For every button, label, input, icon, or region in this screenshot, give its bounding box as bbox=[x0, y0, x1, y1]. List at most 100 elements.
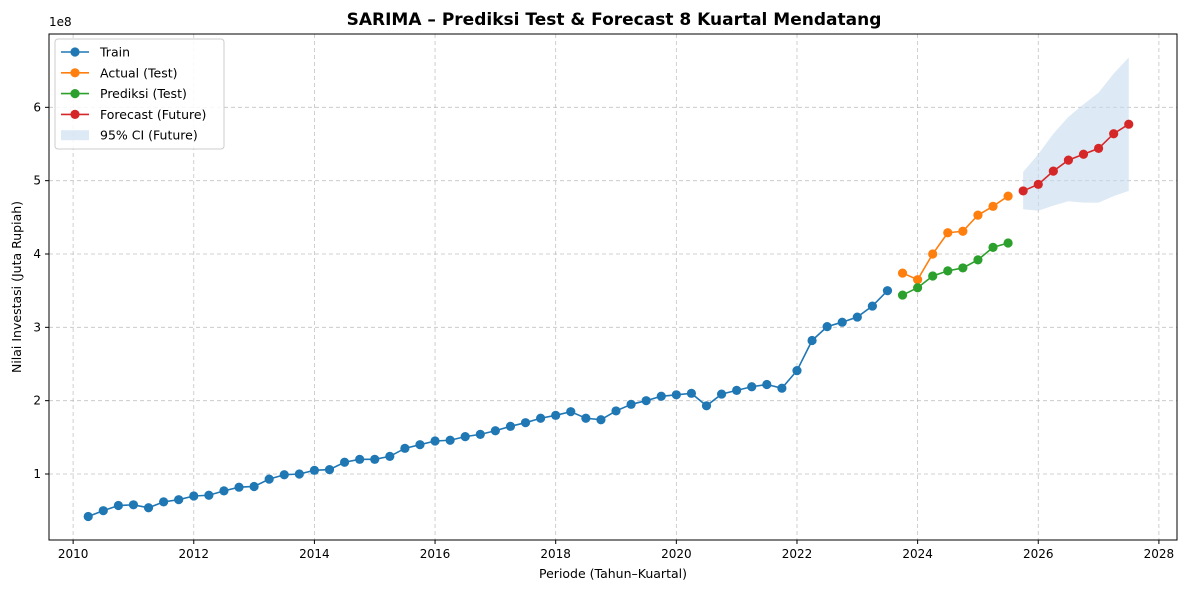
legend-entry: Prediksi (Test) bbox=[100, 86, 187, 101]
data-point-train bbox=[83, 511, 93, 522]
legend-marker bbox=[70, 68, 80, 78]
data-point-train bbox=[294, 469, 304, 479]
data-point-forecast-future bbox=[1078, 149, 1089, 159]
data-point-train bbox=[837, 317, 847, 327]
data-point-train bbox=[415, 440, 425, 450]
data-point-train bbox=[324, 465, 335, 475]
data-point-train bbox=[566, 407, 576, 417]
y-axis-label: Nilai Investasi (Juta Rupiah) bbox=[9, 201, 24, 373]
data-point-train bbox=[732, 385, 742, 395]
data-point-train bbox=[159, 497, 169, 507]
data-point-train bbox=[641, 396, 651, 406]
x-tick-label: 2016 bbox=[420, 547, 451, 561]
data-point-train bbox=[867, 301, 877, 311]
data-point-train bbox=[505, 421, 516, 431]
data-point-train bbox=[204, 490, 214, 500]
data-point-train bbox=[143, 503, 154, 513]
data-point-train bbox=[551, 410, 561, 420]
data-point-actual-test bbox=[943, 228, 953, 238]
data-point-prediksi-test bbox=[988, 242, 998, 252]
data-point-forecast-future bbox=[1063, 155, 1074, 165]
x-tick-label: 2020 bbox=[661, 547, 692, 561]
legend-patch bbox=[61, 130, 89, 141]
data-point-train bbox=[128, 500, 139, 510]
legend-marker bbox=[70, 47, 80, 57]
y-tick-label: 6 bbox=[33, 100, 41, 114]
data-point-train bbox=[852, 312, 862, 322]
data-point-forecast-future bbox=[1109, 129, 1119, 139]
data-point-train bbox=[596, 415, 606, 425]
data-point-train bbox=[475, 429, 485, 439]
data-point-train bbox=[807, 335, 817, 346]
x-tick-label: 2012 bbox=[178, 547, 209, 561]
data-point-train bbox=[671, 390, 681, 400]
y-tick-label: 4 bbox=[33, 247, 41, 261]
x-tick-label: 2010 bbox=[58, 547, 89, 561]
data-point-train bbox=[822, 322, 832, 332]
data-point-train bbox=[309, 465, 320, 475]
data-point-forecast-future bbox=[1048, 166, 1058, 176]
data-point-train bbox=[113, 500, 123, 511]
data-point-train bbox=[762, 379, 772, 390]
data-point-forecast-future bbox=[1124, 119, 1134, 129]
y-tick-label: 5 bbox=[33, 174, 41, 188]
data-point-train bbox=[445, 435, 455, 445]
data-point-train bbox=[249, 481, 259, 492]
data-point-prediksi-test bbox=[958, 263, 968, 273]
data-point-train bbox=[686, 388, 697, 398]
y-tick-label: 2 bbox=[33, 394, 41, 408]
data-point-train bbox=[385, 451, 395, 461]
data-point-train bbox=[581, 413, 591, 423]
data-point-train bbox=[189, 491, 199, 501]
legend: Train Actual (Test) Prediksi (Test) Forecas… bbox=[54, 38, 225, 150]
data-point-prediksi-test bbox=[1003, 238, 1013, 248]
data-point-train bbox=[656, 391, 666, 401]
legend-entry: Actual (Test) bbox=[100, 65, 178, 80]
x-axis-label: Periode (Tahun–Kuartal) bbox=[539, 566, 687, 581]
y-tick-label: 1 bbox=[33, 467, 41, 481]
data-point-forecast-future bbox=[1093, 143, 1104, 153]
data-point-train bbox=[339, 457, 350, 467]
data-point-forecast-future bbox=[1033, 179, 1043, 189]
series-line-train bbox=[87, 290, 889, 518]
y-offset-label: 1e8 bbox=[49, 15, 72, 29]
legend-entry: 95% CI (Future) bbox=[100, 128, 198, 143]
x-tick-label: 2014 bbox=[299, 547, 330, 561]
data-point-train bbox=[611, 406, 621, 416]
data-point-prediksi-test bbox=[913, 283, 923, 293]
legend-entry: Forecast (Future) bbox=[100, 107, 206, 122]
x-tick-label: 2024 bbox=[902, 547, 933, 561]
grid bbox=[49, 34, 1177, 540]
legend-marker bbox=[70, 109, 80, 119]
data-point-actual-test bbox=[913, 275, 923, 285]
data-point-train bbox=[777, 383, 787, 393]
data-point-train bbox=[355, 454, 365, 464]
data-point-train bbox=[430, 436, 440, 446]
plot-frame bbox=[48, 33, 1178, 541]
data-point-train bbox=[460, 432, 470, 442]
legend-entry: Train bbox=[99, 45, 130, 60]
x-tick-label: 2026 bbox=[1023, 547, 1054, 561]
chart-title: SARIMA – Prediksi Test & Forecast 8 Kuar… bbox=[347, 10, 882, 30]
data-point-train bbox=[536, 413, 546, 423]
data-point-train bbox=[520, 418, 531, 428]
data-point-train bbox=[882, 286, 893, 296]
legend-marker bbox=[70, 89, 80, 99]
series-layer bbox=[83, 119, 1134, 522]
data-point-train bbox=[701, 401, 712, 411]
data-point-prediksi-test bbox=[973, 255, 983, 265]
data-point-actual-test bbox=[897, 268, 908, 278]
data-point-train bbox=[792, 366, 802, 376]
x-tick-label: 2022 bbox=[782, 547, 813, 561]
data-point-actual-test bbox=[973, 210, 983, 220]
data-point-train bbox=[626, 399, 636, 409]
data-point-actual-test bbox=[928, 249, 938, 259]
data-point-train bbox=[174, 495, 184, 505]
data-point-train bbox=[219, 486, 229, 496]
data-point-actual-test bbox=[958, 226, 968, 236]
data-point-prediksi-test bbox=[897, 290, 908, 300]
data-point-train bbox=[747, 382, 757, 392]
data-point-train bbox=[279, 470, 289, 480]
data-point-train bbox=[490, 426, 500, 436]
